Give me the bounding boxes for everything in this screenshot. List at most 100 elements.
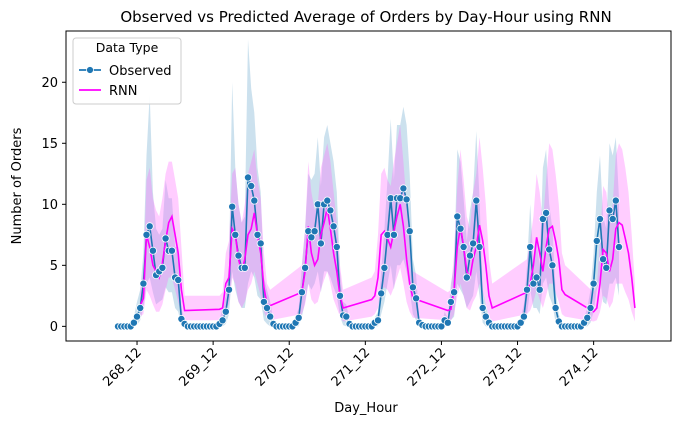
- observed-point: [551, 303, 560, 312]
- x-tick-label: 270_12: [253, 345, 297, 389]
- plot-frame: [65, 30, 672, 342]
- observed-point: [250, 196, 259, 205]
- observed-point: [234, 251, 243, 260]
- observed-point: [307, 233, 316, 242]
- observed-point: [174, 275, 183, 284]
- observed-point: [481, 312, 490, 321]
- observed-point: [599, 255, 608, 264]
- observed-point: [389, 230, 398, 239]
- observed-band: [118, 39, 619, 327]
- observed-point: [405, 227, 414, 236]
- observed-point: [478, 303, 487, 312]
- observed-point: [326, 206, 335, 215]
- observed-point: [450, 288, 459, 297]
- observed-point: [472, 196, 481, 205]
- legend-rnn-label: RNN: [109, 84, 137, 99]
- observed-point: [592, 236, 601, 245]
- observed-point: [243, 173, 252, 182]
- observed-point: [399, 184, 408, 193]
- observed-point: [545, 245, 554, 254]
- observed-point: [465, 251, 474, 260]
- observed-point: [596, 214, 605, 223]
- y-tick-label: 10: [41, 198, 58, 213]
- confidence-bands: [118, 39, 635, 327]
- observed-point: [266, 312, 275, 321]
- observed-point: [589, 279, 598, 288]
- observed-point: [228, 202, 237, 211]
- observed-point: [611, 196, 620, 205]
- observed-point: [538, 214, 547, 223]
- observed-point: [396, 194, 405, 203]
- observed-point: [535, 285, 544, 294]
- observed-point: [161, 234, 170, 243]
- observed-point: [221, 307, 230, 316]
- observed-point: [412, 294, 421, 303]
- observed-point: [224, 285, 233, 294]
- observed-point: [523, 285, 532, 294]
- rnn-band: [140, 125, 635, 322]
- observed-point: [583, 313, 592, 322]
- observed-point: [605, 206, 614, 215]
- observed-point: [240, 263, 249, 272]
- x-tick-label: 272_12: [405, 345, 449, 389]
- observed-markers: [114, 173, 624, 331]
- observed-point: [602, 263, 611, 272]
- observed-point: [526, 242, 535, 251]
- observed-point: [158, 263, 167, 272]
- x-tick-label: 274_12: [557, 345, 601, 389]
- observed-point: [462, 273, 471, 282]
- observed-point: [519, 312, 528, 321]
- observed-point: [408, 283, 417, 292]
- observed-point: [586, 303, 595, 312]
- observed-point: [402, 195, 411, 204]
- legend-observed-marker: [86, 66, 94, 74]
- x-tick-label: 273_12: [481, 345, 525, 389]
- observed-point: [136, 303, 145, 312]
- observed-point: [167, 246, 176, 255]
- x-tick-label: 271_12: [329, 345, 373, 389]
- observed-point: [323, 196, 332, 205]
- y-tick-label: 0: [50, 320, 58, 335]
- legend-title: Data Type: [96, 40, 159, 55]
- observed-point: [329, 222, 338, 231]
- chart-title: Observed vs Predicted Average of Orders …: [120, 8, 611, 26]
- observed-point: [443, 318, 452, 327]
- observed-point: [373, 316, 382, 325]
- observed-point: [247, 181, 256, 190]
- y-axis: 0 5 10 15 20: [41, 76, 66, 335]
- observed-point: [456, 224, 465, 233]
- observed-point: [142, 230, 151, 239]
- observed-point: [139, 279, 148, 288]
- observed-point: [231, 230, 240, 239]
- observed-point: [145, 222, 154, 231]
- observed-point: [262, 303, 271, 312]
- observed-point: [301, 263, 310, 272]
- legend-observed-label: Observed: [109, 64, 172, 79]
- observed-point: [297, 288, 306, 297]
- observed-point: [548, 261, 557, 270]
- observed-point: [453, 212, 462, 221]
- observed-point: [380, 263, 389, 272]
- observed-point: [148, 246, 157, 255]
- observed-point: [253, 230, 262, 239]
- observed-point: [256, 239, 265, 248]
- observed-point: [335, 291, 344, 300]
- x-axis-label: Day_Hour: [334, 401, 398, 416]
- y-tick-label: 20: [41, 76, 58, 91]
- observed-point: [542, 208, 551, 217]
- legend: Data Type Observed RNN: [72, 37, 182, 105]
- y-axis-label: Number of Orders: [10, 127, 25, 244]
- observed-point: [469, 239, 478, 248]
- observed-point: [615, 242, 624, 251]
- x-axis: 268_12 269_12 270_12 271_12 272_12 273_12 274_…: [100, 341, 601, 390]
- observed-point: [294, 313, 303, 322]
- y-tick-label: 5: [50, 259, 58, 274]
- observed-point: [459, 242, 468, 251]
- observed-point: [532, 273, 541, 282]
- observed-point: [529, 279, 538, 288]
- observed-point: [218, 316, 227, 325]
- observed-point: [132, 312, 141, 321]
- observed-point: [608, 214, 617, 223]
